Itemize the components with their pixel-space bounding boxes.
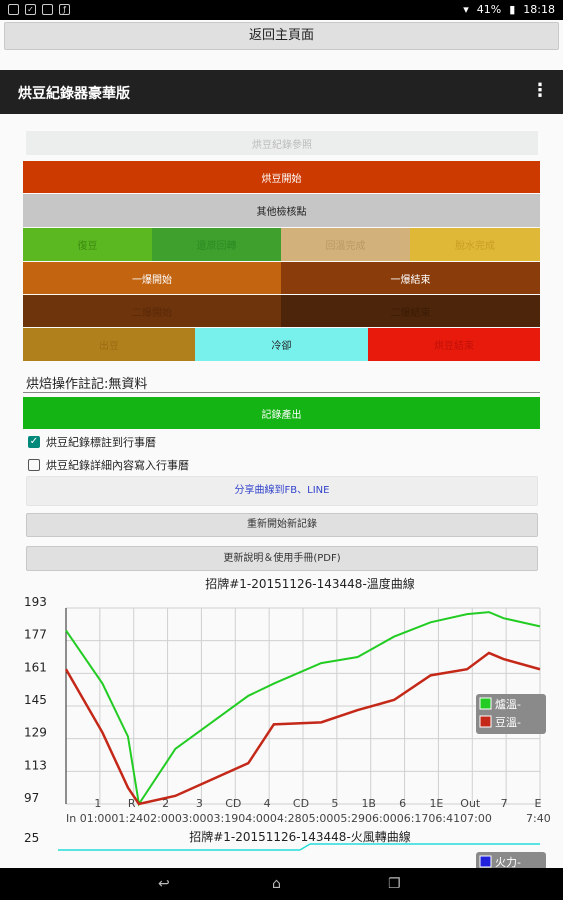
event-label: 3: [196, 797, 203, 810]
first-crack-start-button[interactable]: 一爆開始: [23, 262, 281, 294]
chart2-fan-line-step: [299, 843, 311, 851]
event-label: 1B: [361, 797, 376, 810]
calendar-detail-option[interactable]: 烘豆紀錄詳細內容寫入行事曆: [28, 457, 189, 473]
legend-swatch: [479, 715, 492, 728]
legend-swatch: [479, 697, 492, 710]
series-line: [64, 651, 541, 806]
status-right: ▾ 41% ▮ 18:18: [463, 3, 555, 16]
event-label: 6: [399, 797, 406, 810]
event-label: CD: [293, 797, 309, 810]
y-tick-label: 97: [24, 791, 39, 805]
second-crack-end-button[interactable]: 二爆結束: [281, 295, 540, 327]
image-icon: [8, 4, 19, 15]
export-record-button[interactable]: 記錄產出: [23, 397, 540, 429]
app-title: 烘豆紀錄器豪華版: [18, 86, 130, 102]
legend-swatch: [479, 855, 492, 868]
check-icon: ✓: [25, 4, 36, 15]
event-label: 1E: [429, 797, 443, 810]
revert-turn-button[interactable]: 還原回轉: [152, 228, 281, 261]
y-tick-label: 113: [24, 758, 47, 772]
event-label: 2: [162, 797, 169, 810]
event-label: 5: [331, 797, 338, 810]
reheat-done-button[interactable]: 回溫完成: [281, 228, 410, 261]
other-checkpoint-button[interactable]: 其他檢核點: [23, 194, 540, 227]
event-label: 7: [501, 797, 508, 810]
series-line: [65, 611, 541, 807]
time-ticks: In 01:0001:2402:0003:0003:1904:0004:2805…: [66, 812, 492, 825]
event-label: CD: [225, 797, 241, 810]
calendar-mark-label: 烘豆紀錄標註到行事曆: [46, 436, 156, 449]
note-underline: [23, 392, 540, 393]
restart-record-button[interactable]: 重新開始新記錄: [26, 513, 538, 537]
temperature-chart: 193 177 161 145 129 113 97 1 R 2 3 CD 4 CD 5 1B 6 1E Out 7…: [24, 576, 551, 874]
roast-end-button[interactable]: 烘豆結束: [368, 328, 540, 361]
chart-title: 招牌#1-20151126-143448-溫度曲線: [205, 576, 415, 591]
legend-box: [476, 694, 546, 734]
first-crack-end-button[interactable]: 一爆結束: [281, 262, 540, 294]
dehydration-done-button[interactable]: 脫水完成: [410, 228, 540, 261]
clock: 18:18: [523, 3, 555, 16]
notification-icons: ✓ ƒ: [8, 4, 70, 15]
manual-button[interactable]: 更新說明＆使用手冊(PDF): [26, 546, 538, 571]
checkbox-checked-icon[interactable]: ✓: [28, 436, 40, 448]
y-tick-label: 177: [24, 628, 47, 642]
calendar-mark-option[interactable]: ✓ 烘豆紀錄標註到行事曆: [28, 434, 156, 450]
battery-icon: ▮: [509, 3, 516, 16]
share-curve-button[interactable]: 分享曲線到FB、LINE: [26, 476, 538, 506]
no-sim-icon: ƒ: [59, 4, 70, 15]
wifi-icon: ▾: [463, 3, 469, 16]
y-tick-label: 193: [24, 595, 47, 609]
y-tick-label: 161: [24, 660, 47, 674]
roast-note[interactable]: 烘焙操作註記:無資料: [26, 377, 148, 392]
roast-start-button[interactable]: 烘豆開始: [23, 161, 540, 193]
app-bar: 烘豆紀錄器豪華版 ⋮: [0, 70, 563, 114]
event-label: Out: [460, 797, 481, 810]
home-icon[interactable]: ⌂: [272, 876, 281, 892]
time-ticks-tail: 7:40: [526, 812, 551, 825]
event-label: 4: [264, 797, 271, 810]
battery-level: 41%: [476, 3, 502, 16]
return-beans-button[interactable]: 復豆: [23, 228, 152, 261]
legend-label: 火力-: [495, 856, 521, 869]
checkbox-unchecked-icon[interactable]: [28, 459, 40, 471]
overflow-menu-icon[interactable]: ⋮: [531, 80, 549, 101]
back-to-home-button[interactable]: 返回主頁面: [4, 22, 559, 50]
calendar-detail-label: 烘豆紀錄詳細內容寫入行事曆: [46, 459, 189, 472]
y-tick-label: 145: [24, 693, 47, 707]
chart2-y-tick: 25: [24, 831, 39, 845]
event-label: E: [535, 797, 542, 810]
cooling-button[interactable]: 冷卻: [195, 328, 368, 361]
legend-label: 爐溫-: [495, 697, 521, 711]
y-tick-label: 129: [24, 726, 47, 740]
event-label: 1: [94, 797, 101, 810]
calendar-icon: [42, 4, 53, 15]
second-crack-start-button[interactable]: 二爆開始: [23, 295, 281, 327]
chart-title-2: 招牌#1-20151126-143448-火風轉曲線: [189, 829, 411, 844]
legend-label: 豆溫-: [495, 715, 521, 729]
recents-icon[interactable]: ❐: [388, 876, 401, 892]
roast-reference-button[interactable]: 烘豆紀錄參照: [26, 131, 538, 155]
navigation-bar: ↩ ⌂ ❐: [0, 868, 563, 900]
drop-beans-button[interactable]: 出豆: [23, 328, 195, 361]
back-icon[interactable]: ↩: [158, 876, 170, 892]
status-bar: ✓ ƒ ▾ 41% ▮ 18:18: [0, 0, 563, 20]
event-label: R: [128, 797, 136, 810]
main-content: 烘豆紀錄參照 烘豆開始 其他檢核點 復豆 還原回轉 回溫完成 脫水完成 一爆開始…: [0, 114, 563, 874]
